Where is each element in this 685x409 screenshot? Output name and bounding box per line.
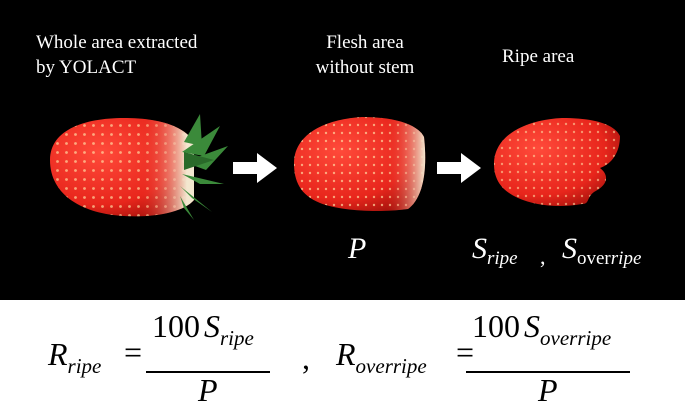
ripeness-formula: Rripe = 100 Sripe P , Roverripe = 100 So… [0, 300, 685, 409]
arrow-right-icon [233, 153, 277, 183]
formula-comma: , [302, 340, 310, 376]
label-P: P [348, 232, 367, 265]
image-panel: Whole area extracted by YOLACT Flesh are… [0, 0, 685, 300]
caption-whole-text: Whole area extracted by YOLACT [36, 32, 198, 78]
strawberry-ripe-image [494, 118, 620, 206]
caption-ripe-area: Ripe area [502, 44, 574, 69]
caption-whole-area: Whole area extracted by YOLACT [36, 30, 197, 80]
caption-flesh-area: Flesh area without stem [300, 30, 430, 80]
fraction-bar-1 [146, 371, 270, 373]
formula-numerator-2: 100 Soverripe [472, 308, 612, 350]
formula-R-overripe: Roverripe [336, 336, 427, 378]
fraction-bar-2 [466, 371, 630, 373]
strawberry-whole-image [50, 114, 228, 220]
formula-equals-2: = [456, 334, 475, 370]
formula-denominator-2: P [538, 372, 558, 408]
caption-ripe-text: Ripe area [502, 46, 575, 67]
caption-flesh-text: Flesh area without stem [315, 32, 415, 78]
formula-numerator-1: 100 Sripe [152, 308, 254, 350]
strawberry-flesh-image [294, 117, 426, 211]
label-S-ripe: Sripe [472, 232, 518, 269]
formula-equals-1: = [124, 334, 143, 370]
arrow-right-icon [437, 153, 481, 183]
label-comma: , [540, 244, 546, 269]
formula-R-ripe: Rripe [48, 336, 102, 378]
formula-denominator-1: P [198, 372, 218, 408]
label-S-overripe: Soverripe [562, 232, 642, 269]
